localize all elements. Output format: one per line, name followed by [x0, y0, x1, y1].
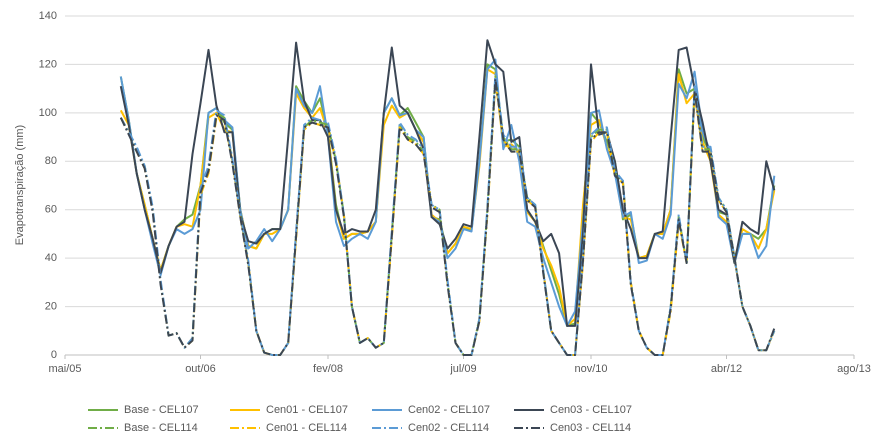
legend-label: Base - CEL107 [124, 404, 199, 416]
x-tick-label: out/06 [185, 363, 216, 375]
series-line [119, 78, 776, 356]
legend-label: Cen02 - CEL114 [408, 422, 489, 434]
y-tick-label: 80 [45, 155, 57, 167]
x-tick-label: nov/10 [574, 363, 607, 375]
legend-label: Cen03 - CEL107 [550, 404, 632, 416]
y-tick-label: 60 [45, 204, 57, 216]
legend-label: Cen01 - CEL114 [266, 422, 347, 434]
y-tick-label: 140 [39, 10, 57, 22]
series-line [119, 58, 776, 327]
y-tick-label: 120 [39, 58, 57, 70]
y-tick-label: 0 [51, 349, 57, 361]
legend-label: Cen03 - CEL114 [550, 422, 631, 434]
y-axis-label: Evapotranspiração (mm) [14, 125, 26, 245]
x-tick-label: mai/05 [48, 363, 81, 375]
legend-label: Cen01 - CEL107 [266, 404, 348, 416]
y-tick-label: 40 [45, 252, 57, 264]
y-tick-label: 100 [39, 107, 57, 119]
legend-label: Cen02 - CEL107 [408, 404, 490, 416]
y-tick-label: 20 [45, 300, 57, 312]
x-tick-label: fev/08 [313, 363, 343, 375]
series-line [119, 39, 776, 327]
x-tick-label: jul/09 [449, 363, 476, 375]
legend-label: Base - CEL114 [124, 422, 198, 434]
x-tick-label: abr/12 [711, 363, 742, 375]
x-tick-label: ago/13 [837, 363, 871, 375]
